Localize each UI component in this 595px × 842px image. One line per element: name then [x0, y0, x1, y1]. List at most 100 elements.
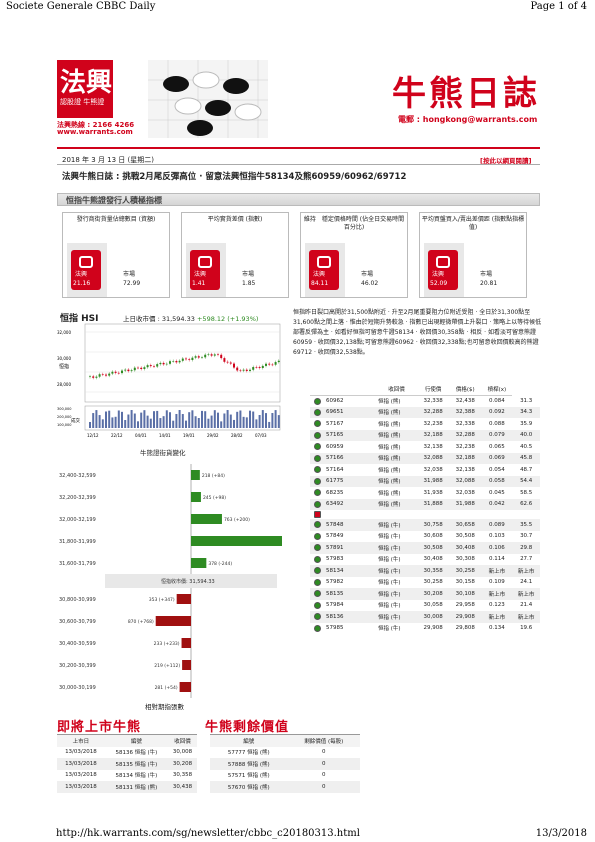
- candle-body: [271, 364, 274, 366]
- hsi-price-chart: 32,000 30,000 28,000 恒指 300,000 200,000 …: [57, 323, 281, 438]
- table-cell: 0.084: [489, 398, 505, 404]
- table-cell[interactable]: 60959: [326, 443, 344, 450]
- table-cell: 32,088: [449, 475, 482, 487]
- table-cell: 0: [287, 758, 360, 770]
- table-cell[interactable]: 63492: [324, 498, 376, 510]
- candle-body: [220, 354, 223, 359]
- footer-date: 13/3/2018: [535, 828, 587, 839]
- candle-body: [169, 361, 171, 364]
- candle-body: [98, 374, 101, 377]
- status-dot-icon: [313, 555, 321, 563]
- table-row: 58135 恒指 (牛) 30,208 30,108 新上市 新上市: [310, 588, 540, 600]
- table-cell[interactable]: 57166: [324, 452, 376, 464]
- table-cell[interactable]: 58136: [324, 611, 376, 623]
- table-row: 60962 恒指 (熊) 32,338 32,438 0.084 31.3: [310, 395, 540, 407]
- table-cell[interactable]: 57985: [326, 625, 344, 632]
- y-tick: 32,000: [57, 330, 71, 335]
- candle-body: [207, 354, 210, 355]
- table-cell[interactable]: 60962: [326, 398, 344, 404]
- status-icon-cell: [310, 577, 324, 589]
- status-icon-cell: [310, 531, 324, 543]
- website-link[interactable]: www.warrants.com: [57, 128, 133, 136]
- candle-body: [149, 365, 152, 367]
- volume-bar: [191, 410, 194, 428]
- volume-bar: [111, 417, 114, 428]
- table-cell[interactable]: 68235: [326, 489, 344, 496]
- table-cell[interactable]: 69651: [324, 406, 376, 418]
- table-cell[interactable]: 58135: [324, 588, 376, 600]
- table-cell[interactable]: 57984: [326, 602, 344, 609]
- status-dot-icon: [313, 544, 321, 552]
- table-cell: 恒指 (牛): [378, 626, 401, 633]
- table-cell: 58136 恒指 (牛): [115, 750, 158, 757]
- table-cell: 30,438: [167, 781, 197, 793]
- table-cell[interactable]: 58134: [324, 565, 376, 577]
- table-cell: 13/03/2018: [65, 749, 97, 756]
- candle-body: [114, 371, 117, 373]
- status-dot-icon: [313, 532, 321, 540]
- candle-body: [124, 369, 127, 371]
- volume-bar: [236, 411, 239, 428]
- market-label: 市場: [361, 271, 374, 278]
- footer-url[interactable]: http://hk.warrants.com/sg/newsletter/cbb…: [56, 828, 360, 839]
- candle-body: [233, 363, 235, 368]
- vol-tick: 100,000: [57, 423, 71, 427]
- table-cell: 34.3: [512, 406, 540, 418]
- divider-icon: [313, 511, 321, 518]
- status-icon-cell: [310, 554, 324, 566]
- table-cell: 29.8: [512, 542, 540, 554]
- candle-body: [175, 361, 178, 363]
- table-cell: 恒指 (熊): [378, 399, 401, 405]
- table-cell[interactable]: 57164: [326, 466, 344, 473]
- separator-cell: [449, 510, 481, 519]
- candle-body: [268, 363, 271, 365]
- table-cell: 30,008: [417, 611, 450, 623]
- table-cell[interactable]: 57848: [324, 519, 376, 531]
- table-cell[interactable]: 57983: [326, 556, 344, 563]
- status-dot-icon: [313, 466, 321, 474]
- new-listings-table: 上市日 編號 收回價 13/03/2018 58136 恒指 (牛) 30,008 1…: [57, 734, 197, 793]
- table-cell: 58131 恒指 (熊): [104, 781, 168, 793]
- volume-bar: [143, 410, 146, 428]
- candle-body: [245, 369, 248, 371]
- hsi-change: +598.12 (+1.93%): [196, 315, 259, 323]
- table-cell: 30,408: [449, 542, 482, 554]
- table-cell: 0: [322, 772, 326, 779]
- col-header: 槓桿(x): [481, 383, 513, 396]
- price-band: [105, 574, 277, 588]
- table-cell: 30,508: [455, 533, 475, 540]
- table-cell: 24.1: [520, 579, 533, 586]
- volume-bar: [226, 410, 229, 428]
- bar-label: 218 (+84): [202, 473, 225, 479]
- table-cell: 32,238: [455, 443, 475, 450]
- hsi-close: 上日收市價 : 31,594.33 +598.12 (+1.93%): [123, 313, 258, 323]
- email-contact[interactable]: 電郵 : hongkong@warrants.com: [398, 115, 538, 124]
- table-cell: 恒指 (牛): [378, 603, 401, 610]
- volume-bar: [245, 417, 248, 428]
- x-tick: 12/12: [87, 433, 99, 438]
- volume-bar: [201, 410, 203, 428]
- table-cell[interactable]: 57891: [324, 542, 376, 554]
- candle-body: [165, 363, 168, 365]
- volume-bar: [229, 414, 232, 428]
- web-version-link[interactable]: [按此以網頁閱讀]: [480, 157, 532, 165]
- table-cell: 32,138: [455, 466, 475, 473]
- table-cell[interactable]: 57982: [326, 579, 344, 586]
- table-cell[interactable]: 57167: [326, 420, 344, 427]
- table-cell: 0.103: [489, 533, 505, 540]
- divider: [57, 147, 540, 149]
- table-cell[interactable]: 57849: [326, 533, 344, 540]
- bar: [191, 558, 207, 568]
- candle-body: [172, 361, 175, 362]
- table-row: 57848 恒指 (牛) 30,758 30,658 0.089 35.5: [310, 519, 540, 531]
- volume-bar: [220, 421, 223, 428]
- table-cell[interactable]: 57165: [324, 429, 376, 441]
- table-row: 58136 恒指 (牛) 30,008 29,908 新上市 新上市: [310, 611, 540, 623]
- headline: 法興牛熊日誌 : 挑戰2月尾反彈高位 · 留意法興恒指牛58134及熊60959…: [62, 172, 407, 182]
- volume-bar: [146, 415, 149, 428]
- table-cell: 13/03/2018: [57, 781, 105, 793]
- table-cell: 0.065: [489, 443, 505, 450]
- volume-bar: [188, 412, 191, 428]
- table-cell[interactable]: 61775: [324, 475, 376, 487]
- candle-body: [236, 367, 239, 371]
